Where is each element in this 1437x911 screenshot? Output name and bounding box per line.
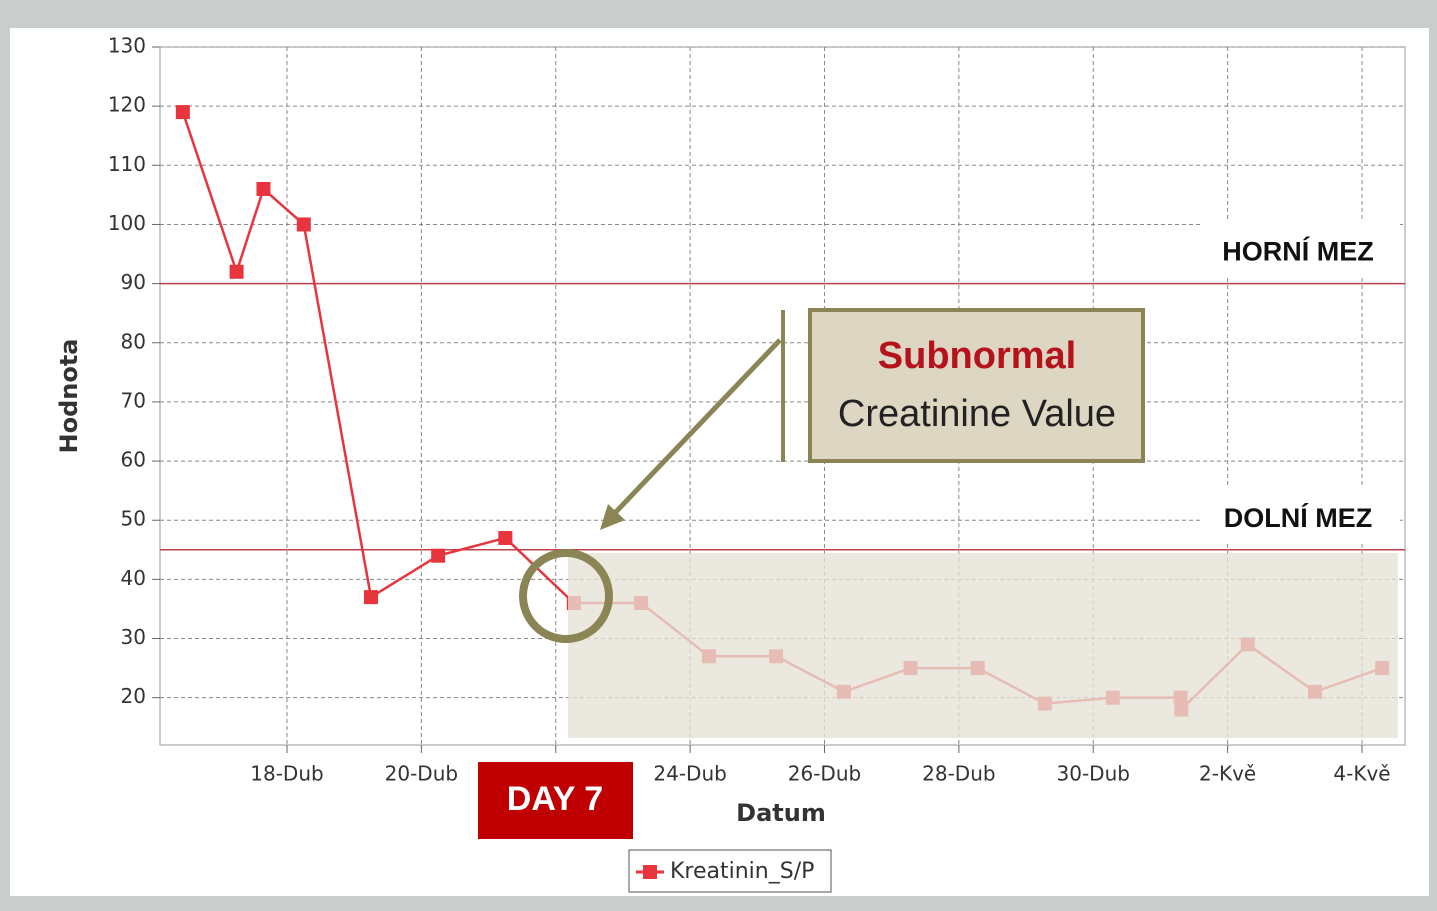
y-tick-label: 80: [121, 329, 146, 353]
callout-text: Creatinine Value: [838, 393, 1116, 435]
data-point: [431, 548, 446, 563]
reference-label: DOLNÍ MEZ: [1224, 502, 1373, 533]
data-point: [229, 264, 244, 279]
y-tick-label: 100: [108, 211, 146, 235]
x-tick-label: 28-Dub: [922, 762, 995, 786]
y-tick-label: 30: [121, 625, 146, 649]
arrow-head: [600, 504, 625, 530]
x-tick-label: 20-Dub: [385, 762, 458, 786]
data-point: [296, 217, 311, 232]
data-point: [498, 530, 513, 545]
data-point: [175, 105, 190, 120]
reference-label-bg: [1200, 487, 1400, 544]
x-tick-label: 2-Kvě: [1199, 762, 1256, 786]
y-tick-label: 70: [121, 388, 146, 412]
day-marker-box: [478, 762, 633, 839]
x-tick-label: 30-Dub: [1057, 762, 1130, 786]
y-tick-label: 120: [108, 93, 146, 117]
callout-box: [808, 308, 1145, 463]
day-marker: DAY 7: [507, 780, 603, 818]
x-tick-label: 18-Dub: [250, 762, 323, 786]
y-tick-label: 110: [108, 152, 146, 176]
y-tick-label: 40: [121, 566, 146, 590]
x-tick-label: 26-Dub: [788, 762, 861, 786]
legend-swatch: [643, 865, 657, 879]
y-tick-label: 90: [121, 270, 146, 294]
x-axis-label: Datum: [736, 799, 826, 827]
callout-arrow: [610, 338, 782, 518]
overlay: HORNÍ MEZ DOLNÍ MEZ: [1200, 221, 1400, 544]
y-tick-label: 130: [108, 34, 146, 58]
data-point: [256, 181, 271, 196]
y-tick-label: 60: [121, 448, 146, 472]
reference-label: HORNÍ MEZ: [1222, 236, 1374, 267]
y-axis-label: Hodnota: [55, 339, 83, 454]
reference-label-bg: [1200, 221, 1400, 278]
subnormal-region: [568, 553, 1398, 738]
y-tick-label: 50: [121, 507, 146, 531]
data-point: [363, 590, 378, 605]
x-tick-label: 24-Dub: [653, 762, 726, 786]
highlight-circle: [519, 549, 613, 643]
legend-label: Kreatinin_S/P: [670, 859, 814, 884]
legend-items: Kreatinin_S/P: [636, 859, 814, 884]
x-tick-label: 4-Kvě: [1333, 762, 1390, 786]
y-tick-label: 20: [121, 684, 146, 708]
callout-title: Subnormal: [878, 335, 1076, 377]
